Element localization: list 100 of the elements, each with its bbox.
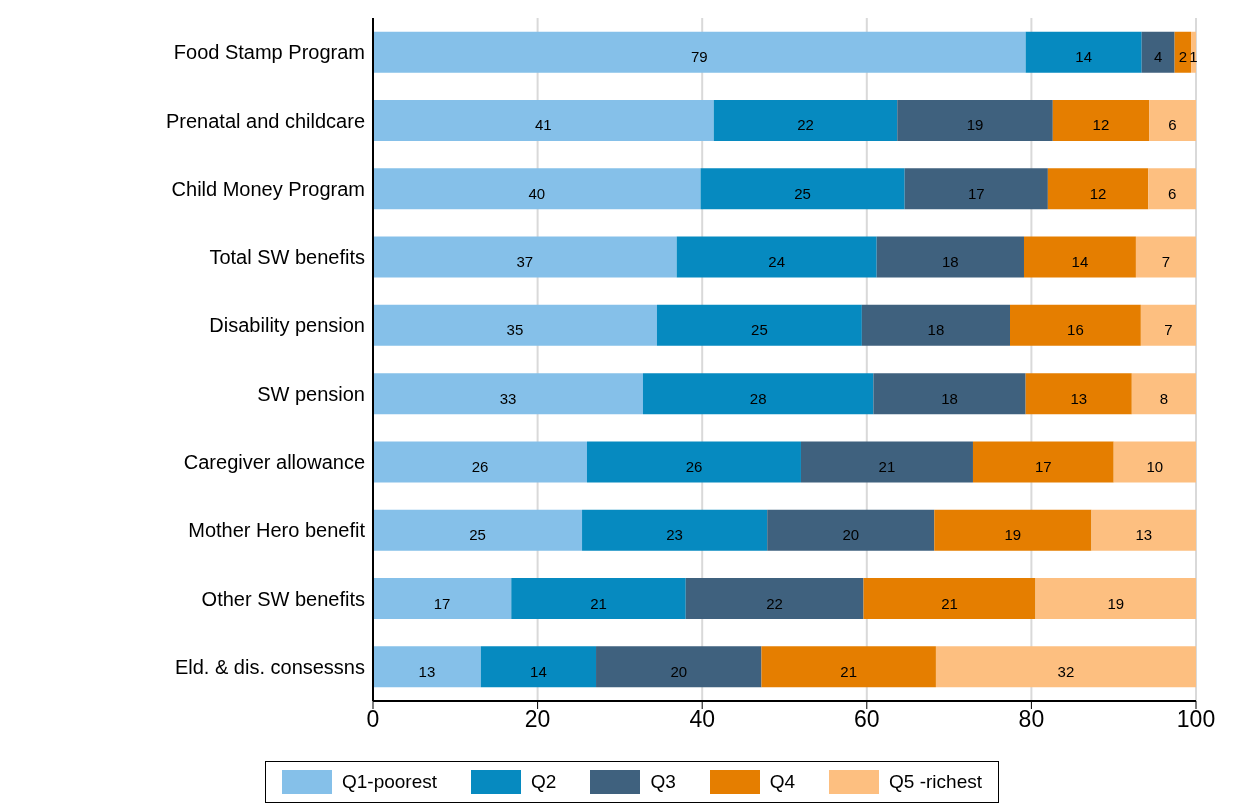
bar [373,236,677,278]
bar [1113,441,1196,483]
bar [373,578,512,620]
data-label: 26 [685,457,703,475]
bar [1140,304,1196,346]
bar [904,168,1048,210]
bar [373,304,657,346]
legend-label: Q5 -richest [888,770,983,794]
bar [480,646,597,688]
x-tick-label: 0 [366,706,380,733]
data-label: 8 [1159,389,1169,407]
legend-label: Q3 [649,770,676,794]
bar [373,99,714,141]
data-label: 21 [878,457,896,475]
bar [876,236,1024,278]
data-label: 26 [471,457,489,475]
data-label: 20 [842,526,860,544]
x-tick-label: 60 [854,706,880,733]
bar [685,578,864,620]
bar [1023,236,1136,278]
data-label: 24 [768,253,786,271]
bar [761,646,936,688]
bar [1047,168,1149,210]
data-label: 35 [506,321,524,339]
data-label: 23 [666,526,683,544]
data-label: 79 [690,48,708,66]
bar [1174,31,1192,73]
bar [1091,509,1196,551]
legend-label: Q2 [530,770,557,794]
bar [373,168,701,210]
y-tick-label: Other SW benefits [201,587,365,610]
bar [1135,236,1196,278]
data-label: 21 [941,594,958,612]
y-tick-label: Child Money Program [171,177,365,200]
y-tick-label: Caregiver allowance [183,451,365,474]
bar [1025,31,1142,73]
legend-label: Q1-poorest [340,770,438,794]
bar [897,99,1053,141]
data-label: 13 [418,662,436,680]
data-label: 17 [1034,457,1052,475]
bar [1052,99,1150,141]
data-label: 19 [1107,594,1125,612]
data-label: 7 [1164,321,1173,339]
bar [972,441,1114,483]
bar [373,441,587,483]
data-label: 6 [1167,184,1177,202]
data-label: 17 [433,594,451,612]
bar [373,509,583,551]
bar [700,168,905,210]
data-label: 33 [499,389,517,407]
bar [873,373,1026,415]
data-label: 2 [1178,48,1187,66]
data-label: 1 [1189,48,1198,66]
bar [582,509,768,551]
bar [1035,578,1196,620]
data-label: 37 [516,253,534,271]
data-label: 18 [927,321,945,339]
data-label: 13 [1070,389,1088,407]
data-label: 12 [1089,184,1107,202]
x-tick-label: 40 [689,706,715,733]
legend-label: Q4 [768,770,796,794]
bar [596,646,762,688]
data-label: 32 [1057,662,1075,680]
data-label: 14 [1075,48,1092,66]
bar [713,99,898,141]
bar [676,236,877,278]
data-label: 21 [840,662,858,680]
y-tick-label: Food Stamp Program [173,41,365,64]
bar [511,578,686,620]
y-tick-label: SW pension [257,382,365,405]
bar [935,646,1196,688]
bar [1010,304,1141,346]
y-tick-label: Mother Hero benefit [188,519,366,542]
data-label: 28 [749,389,767,407]
data-label: 25 [794,184,811,202]
data-label: 22 [797,116,814,134]
data-label: 21 [590,594,607,612]
data-label: 16 [1067,321,1084,339]
x-tick-label: 100 [1176,706,1216,733]
data-label: 18 [941,253,959,271]
data-label: 25 [751,321,768,339]
data-label: 25 [469,526,486,544]
bar [1141,31,1175,73]
data-label: 7 [1161,253,1171,271]
bar [1149,99,1196,141]
y-tick-label: Disability pension [209,314,365,337]
data-label: 14 [1071,253,1089,271]
data-label: 18 [941,389,958,407]
y-tick-label: Eld. & dis. consessns [174,655,365,678]
bar [767,509,935,551]
data-label: 6 [1168,116,1177,134]
bar [1148,168,1196,210]
data-label: 4 [1153,48,1163,66]
bar [861,304,1010,346]
bar [800,441,973,483]
data-label: 13 [1135,526,1153,544]
data-label: 40 [528,184,546,202]
data-label: 10 [1146,457,1164,475]
bar [1025,373,1132,415]
bar [373,373,643,415]
